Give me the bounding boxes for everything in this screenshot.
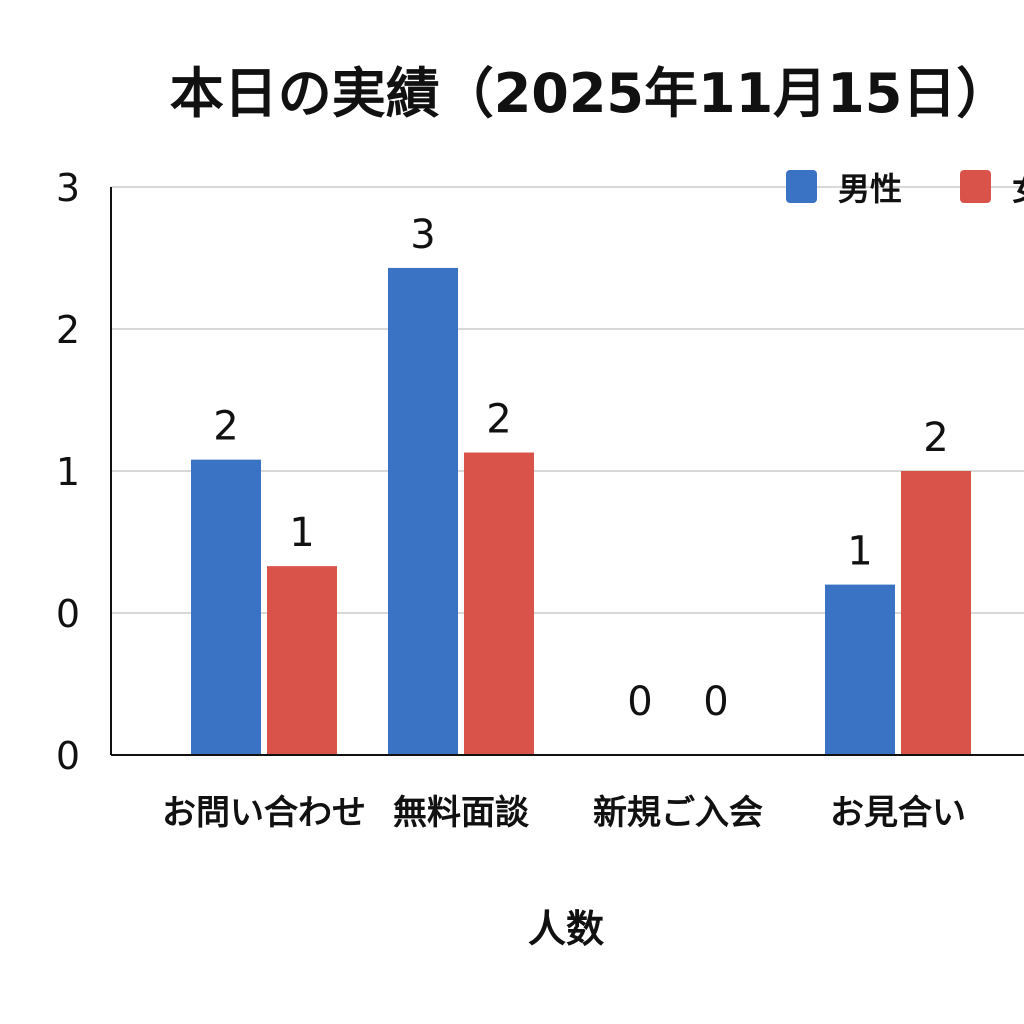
legend-label: 男性 xyxy=(838,170,902,208)
legend-label: 女 xyxy=(1012,170,1024,208)
data-label: 0 xyxy=(627,679,652,725)
data-label: 2 xyxy=(213,404,238,450)
legend: 男性 女 xyxy=(786,170,1024,208)
data-labels: 2 1 3 2 0 0 1 2 xyxy=(213,212,948,725)
y-tick-label: 2 xyxy=(56,308,80,352)
x-axis-categories: お問い合わせ 無料面談 新規ご入会 お見合い xyxy=(162,793,966,833)
x-category-label: 無料面談 xyxy=(393,793,530,833)
x-category-label: お見合い xyxy=(830,793,966,833)
chart-title: 本日の実績（2025年11月15日） xyxy=(170,62,1011,125)
data-label: 1 xyxy=(289,510,314,556)
legend-swatch xyxy=(786,170,817,203)
y-tick-label: 1 xyxy=(56,450,80,494)
data-label: 2 xyxy=(486,397,511,443)
x-category-label: お問い合わせ xyxy=(162,793,366,833)
data-label: 1 xyxy=(847,529,872,575)
bar-male xyxy=(825,584,895,755)
bar-male xyxy=(388,267,458,755)
bars xyxy=(191,267,971,755)
bar-female xyxy=(267,566,337,755)
y-tick-label: 0 xyxy=(56,734,80,778)
bar-male xyxy=(191,459,261,755)
y-axis-ticks: 3 2 1 0 0 xyxy=(56,166,80,778)
data-label: 2 xyxy=(923,415,948,461)
data-label: 3 xyxy=(410,212,435,258)
x-category-label: 新規ご入会 xyxy=(593,793,763,833)
data-label: 0 xyxy=(703,679,728,725)
x-axis-label: 人数 xyxy=(528,907,604,951)
bar-female xyxy=(901,471,971,755)
y-tick-label: 0 xyxy=(56,592,80,636)
legend-swatch xyxy=(960,170,991,203)
y-tick-label: 3 xyxy=(56,166,80,210)
bar-female xyxy=(464,452,534,755)
